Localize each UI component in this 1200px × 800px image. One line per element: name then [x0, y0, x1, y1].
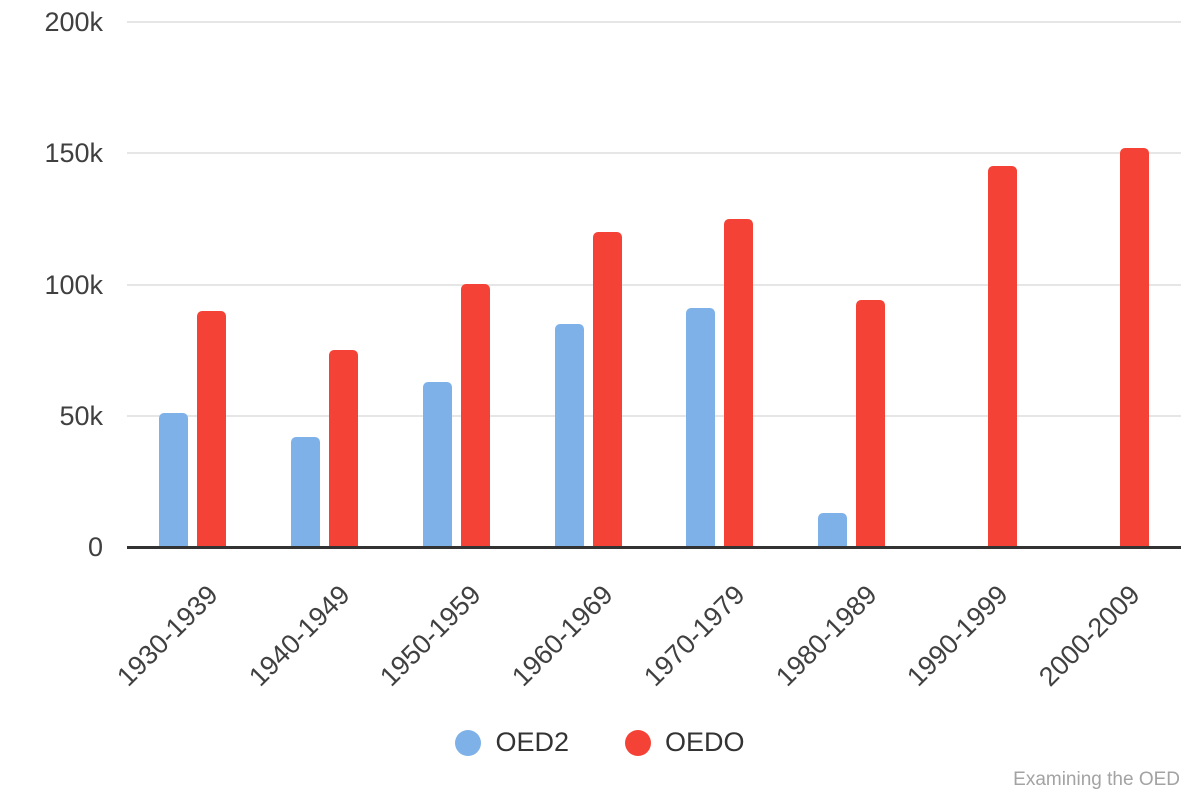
- y-tick-200k: 200k: [44, 7, 103, 37]
- y-tick-150k: 150k: [44, 138, 103, 169]
- bar-oed2-1970-1979: [686, 308, 716, 547]
- bar-oedo-1940-1949: [329, 350, 359, 547]
- bar-group-1980-1989: [786, 22, 918, 547]
- legend-label-oedo: OEDO: [665, 727, 745, 757]
- bar-oed2-1940-1949: [291, 437, 321, 547]
- bar-oedo-2000-2009: [1119, 148, 1149, 547]
- legend-item-oed2: OED2: [455, 727, 569, 758]
- legend-label-oed2: OED2: [495, 727, 569, 757]
- bar-oed2-1980-1989: [818, 513, 848, 547]
- bar-oed2-1950-1959: [422, 382, 452, 547]
- gridline-100k: [127, 283, 1181, 286]
- bar-oedo-1930-1939: [197, 311, 227, 547]
- bar-oedo-1990-1999: [987, 166, 1017, 547]
- bar-group-1960-1969: [522, 22, 654, 547]
- y-tick-100k: 100k: [44, 269, 103, 300]
- watermark-credit: Examining the OED: [1013, 769, 1180, 790]
- bar-oedo-1980-1989: [856, 300, 886, 547]
- bar-oed2-1930-1939: [159, 413, 189, 547]
- y-tick-0: 0: [87, 532, 103, 562]
- x-axis-line: [127, 546, 1181, 549]
- plot-area: [127, 21, 1181, 549]
- bar-group-2000-2009: [1049, 22, 1181, 547]
- y-tick-50k: 50k: [59, 400, 103, 431]
- bar-group-1950-1959: [391, 22, 523, 547]
- bar-group-1930-1939: [127, 22, 259, 547]
- legend: OED2 OEDO: [0, 727, 1200, 758]
- bar-group-1990-1999: [918, 22, 1050, 547]
- bar-oedo-1960-1969: [592, 232, 622, 547]
- legend-swatch-oedo: [625, 729, 651, 756]
- legend-swatch-oed2: [455, 729, 482, 756]
- bar-oedo-1970-1979: [724, 219, 754, 547]
- bar-oed2-1960-1969: [554, 324, 584, 547]
- bar-group-1940-1949: [259, 22, 391, 547]
- gridline-50k: [127, 414, 1181, 417]
- gridline-150k: [127, 152, 1181, 155]
- legend-item-oedo: OEDO: [625, 727, 745, 758]
- bar-oedo-1950-1959: [460, 284, 490, 547]
- gridline-200k: [127, 21, 1181, 23]
- bar-group-1970-1979: [654, 22, 786, 547]
